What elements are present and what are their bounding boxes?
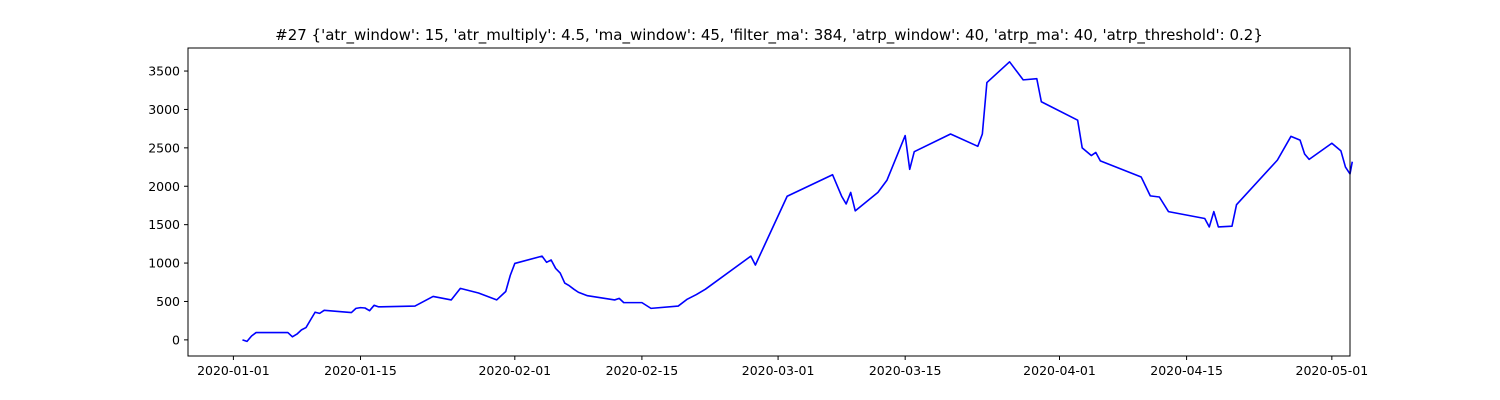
series-line-0: [242, 61, 1354, 343]
x-tick-label: 2020-05-01: [1296, 363, 1369, 378]
y-tick-label: 2000: [148, 179, 180, 194]
y-tick-label: 3000: [148, 102, 180, 117]
y-tick-label: 0: [172, 332, 180, 347]
y-tick-label: 500: [156, 294, 180, 309]
y-tick-label: 1000: [148, 256, 180, 271]
chart-title: #27 {'atr_window': 15, 'atr_multiply': 4…: [275, 26, 1263, 45]
x-tick-label: 2020-03-01: [742, 363, 815, 378]
y-axis: 0 500 1000 1500 2000 2500 3000 3500: [148, 64, 188, 347]
x-tick-label: 2020-02-01: [478, 363, 551, 378]
x-tick-label: 2020-04-01: [1023, 363, 1096, 378]
x-tick-label: 2020-03-15: [869, 363, 942, 378]
x-axis: 2020-01-01 2020-01-15 2020-02-01 2020-02-15…: [197, 356, 1368, 378]
x-tick-label: 2020-01-01: [197, 363, 270, 378]
plot-area: [187, 47, 1354, 357]
x-tick-label: 2020-02-15: [606, 363, 679, 378]
y-tick-label: 3500: [148, 64, 180, 79]
axes-frame: [187, 47, 1351, 357]
y-tick-label: 2500: [148, 140, 180, 155]
x-tick-label: 2020-04-15: [1150, 363, 1223, 378]
y-tick-label: 1500: [148, 217, 180, 232]
x-tick-label: 2020-01-15: [324, 363, 397, 378]
